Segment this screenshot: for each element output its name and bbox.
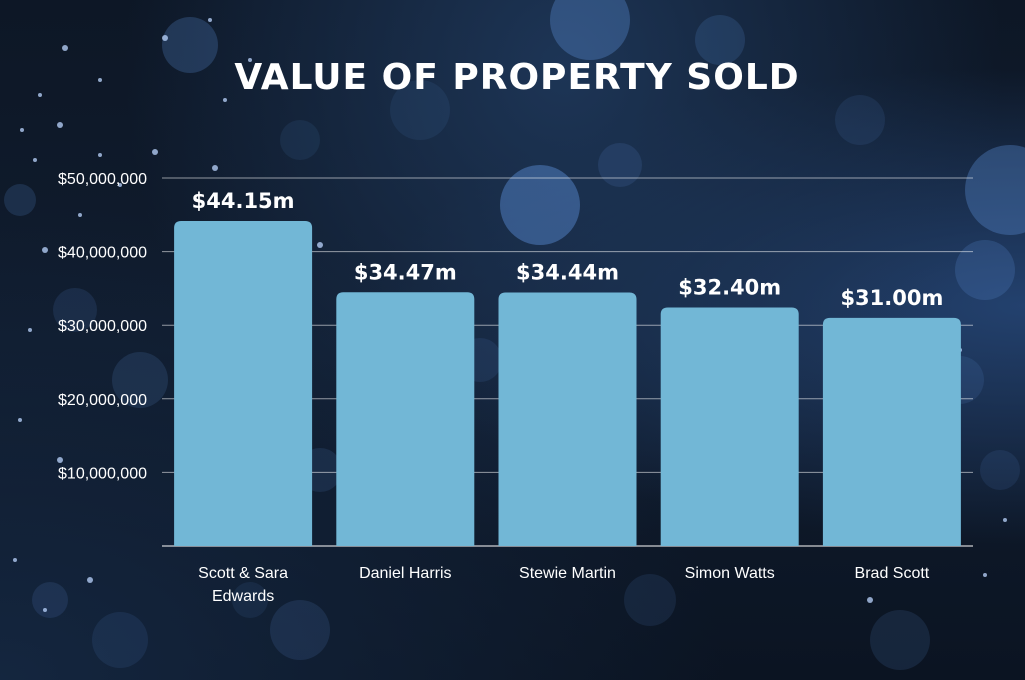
bar-value-label: $44.15m	[192, 189, 295, 213]
bar-value-label: $34.44m	[516, 261, 619, 285]
bar-value-label: $34.47m	[354, 260, 457, 284]
x-tick-label: Simon Watts	[685, 565, 775, 582]
bars	[174, 221, 961, 546]
data-labels: $44.15m $34.47m $34.44m $32.40m $31.00m	[192, 189, 944, 310]
bar	[822, 317, 961, 546]
x-tick-label: Stewie Martin	[519, 565, 616, 582]
y-tick-label: $20,000,000	[58, 392, 147, 409]
x-tick-label: Daniel Harris	[359, 565, 451, 582]
y-axis-ticks: $10,000,000 $20,000,000 $30,000,000 $40,000…	[58, 171, 147, 482]
y-tick-label: $10,000,000	[58, 465, 147, 482]
x-axis-ticks: Scott & Sara Edwards Daniel Harris Stewie M…	[198, 565, 930, 605]
chart-title: VALUE OF PROPERTY SOLD	[234, 57, 799, 98]
y-tick-label: $30,000,000	[58, 318, 147, 335]
x-tick-label: Brad Scott	[855, 565, 930, 582]
bar	[660, 307, 799, 546]
bar-value-label: $32.40m	[678, 276, 781, 300]
bar	[336, 292, 475, 546]
x-tick-label: Scott & Sara Edwards	[198, 565, 288, 605]
bar	[498, 292, 637, 546]
bar	[174, 221, 313, 546]
y-tick-label: $50,000,000	[58, 171, 147, 188]
y-tick-label: $40,000,000	[58, 245, 147, 262]
bar-value-label: $31.00m	[840, 286, 943, 310]
